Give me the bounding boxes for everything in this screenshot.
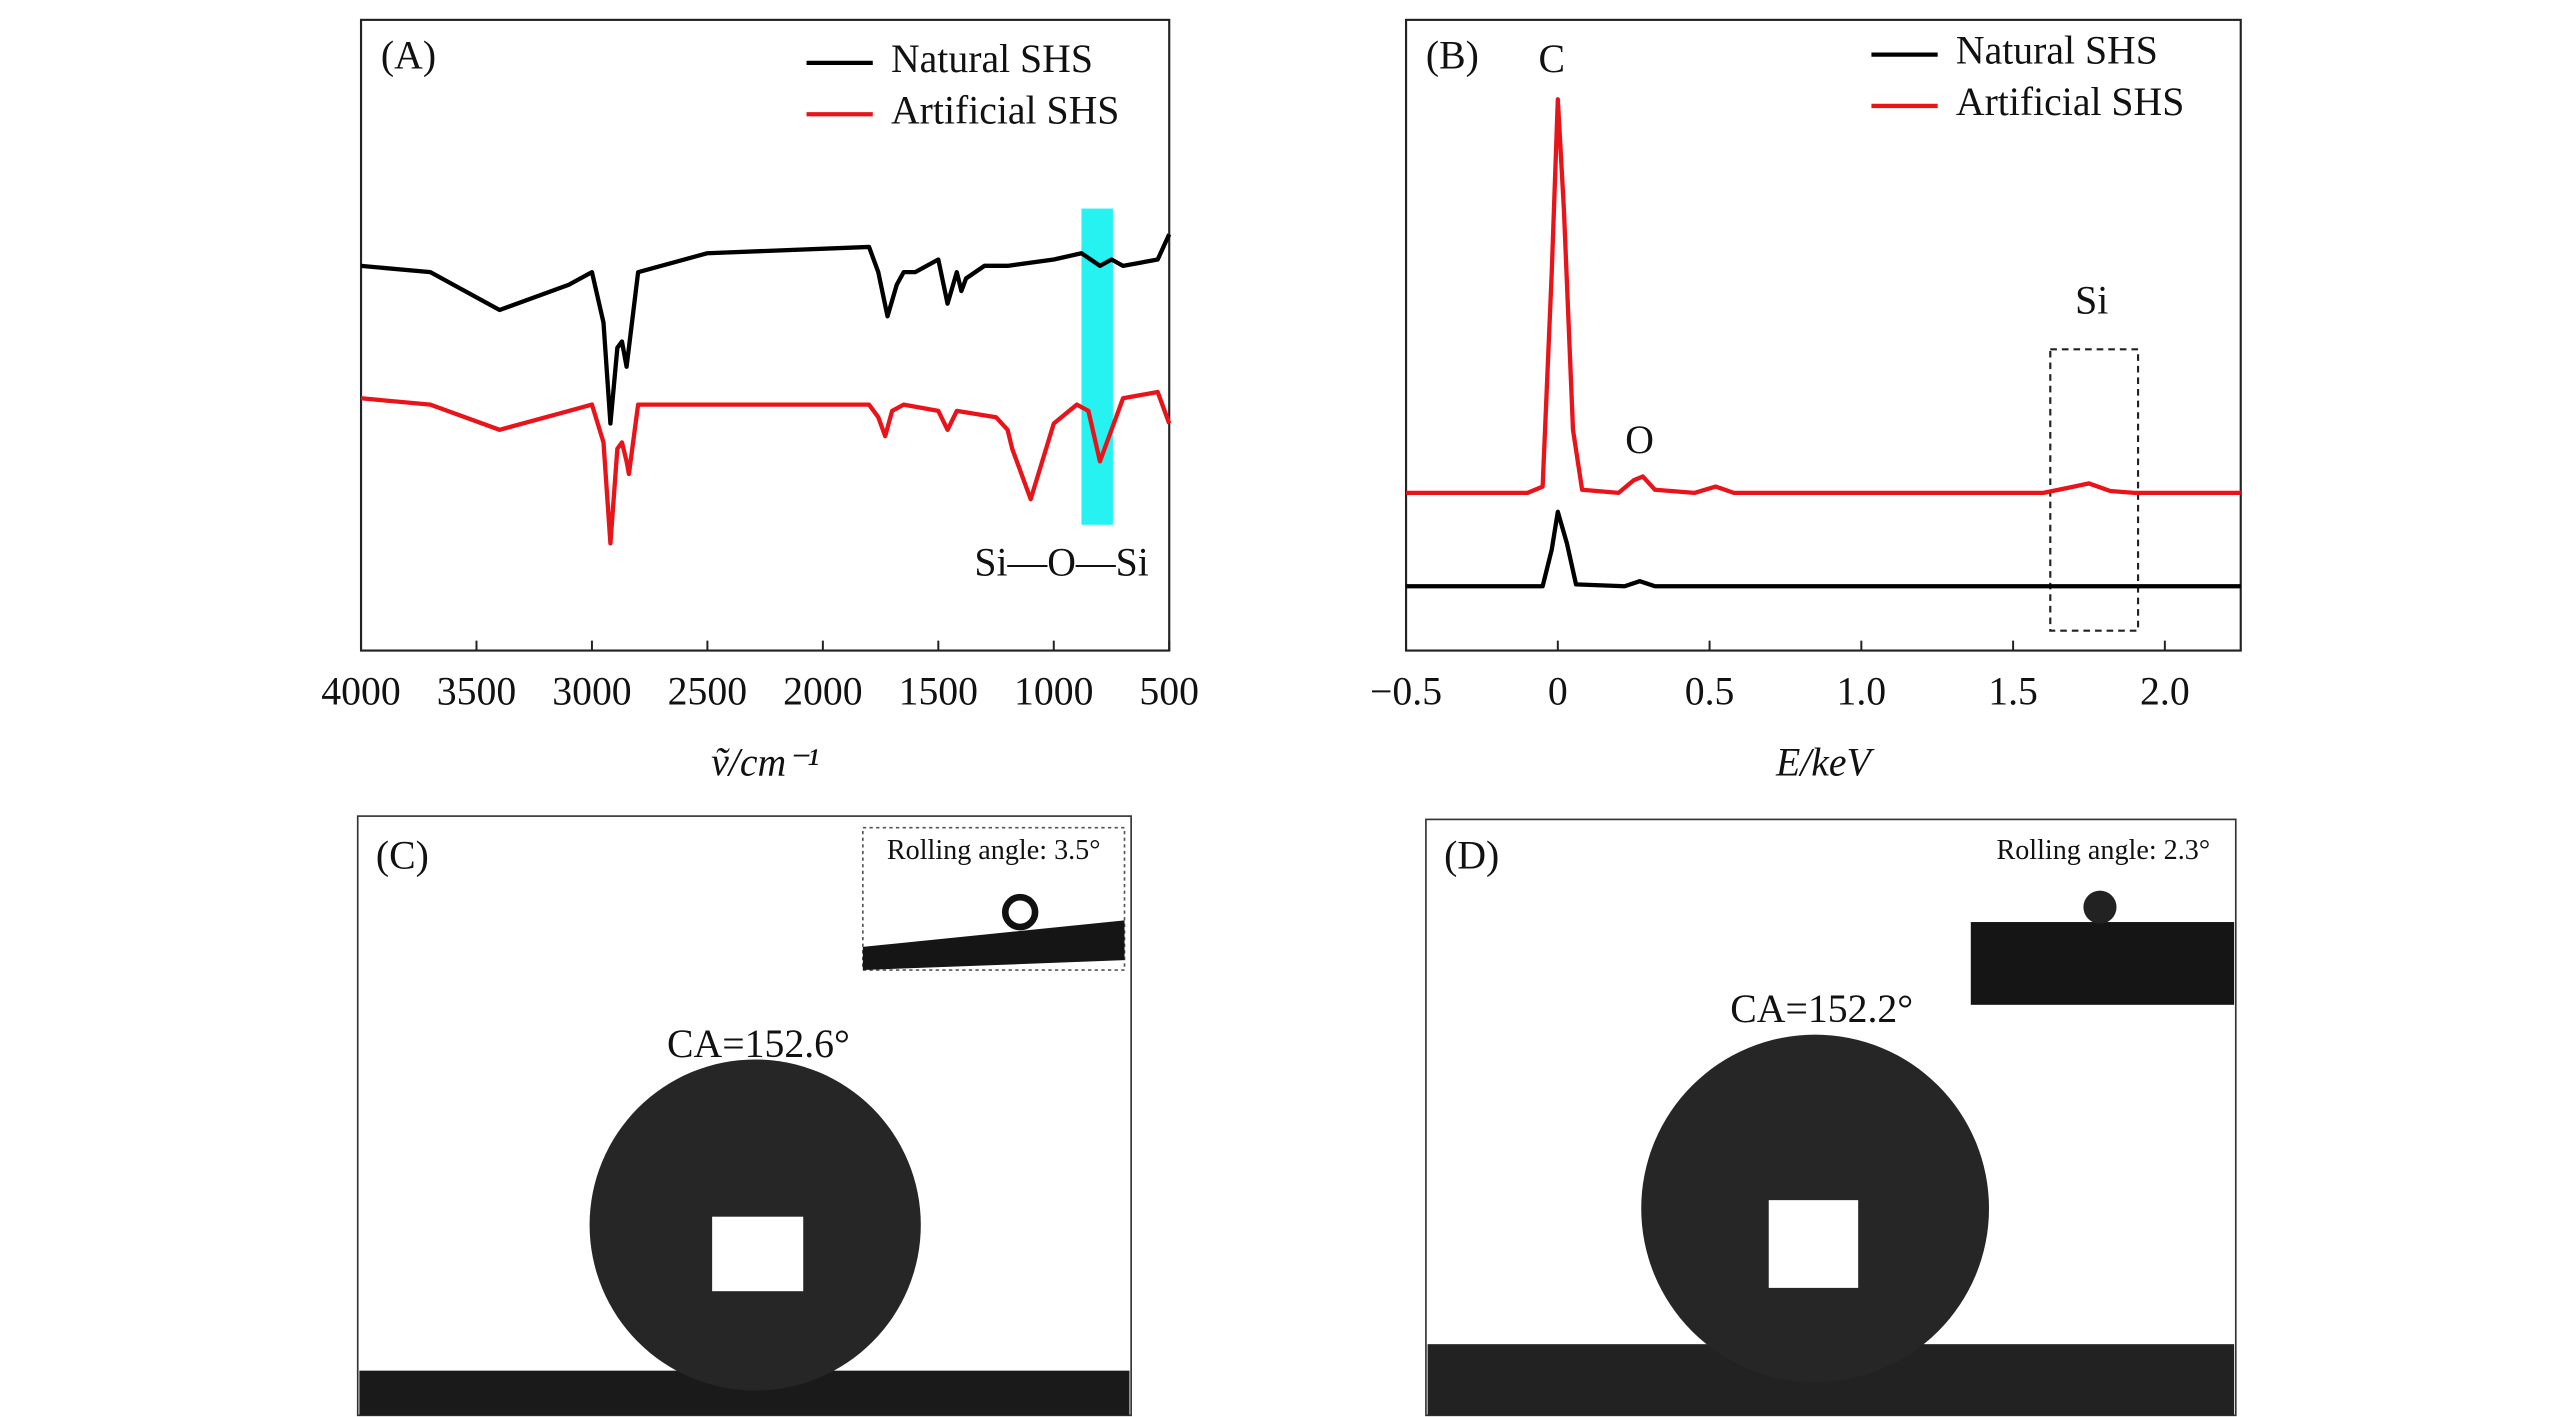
series-line (360, 389, 1172, 546)
inset-text: Rolling angle: 2.3° (1996, 835, 2210, 866)
x-tick-label: −0.5 (1370, 669, 1442, 713)
x-tick-label: 1.0 (1837, 669, 1887, 713)
x-tick-label: 3500 (437, 669, 516, 713)
photo-d: (D) Rolling angle: 2.3° CA=152.2° (1425, 818, 2237, 1417)
reflection (1768, 1200, 1859, 1288)
contact-angle: CA=152.6° (667, 1022, 850, 1066)
legend-label: Natural SHS (1956, 29, 2158, 73)
photo-c: (C) Rolling angle: 3.5° CA=152.6° (356, 815, 1132, 1417)
inset-text: Rolling angle: 3.5° (887, 835, 1101, 866)
x-axis-label: ṽ/cm⁻¹ (711, 741, 819, 785)
x-tick-label: 2500 (668, 669, 747, 713)
plot-frame (1404, 18, 2242, 652)
x-axis-label: E/keV (1775, 741, 1876, 785)
legend-label: Artificial SHS (891, 88, 1119, 132)
x-tick-label: 0 (1548, 669, 1568, 713)
x-tick-label: 3000 (552, 669, 631, 713)
inset-drop (1001, 893, 1039, 931)
annotation: O (1625, 418, 1654, 462)
inset-slope (862, 920, 1125, 971)
legend-label: Artificial SHS (1956, 80, 2184, 124)
x-tick-label: 500 (1139, 669, 1199, 713)
x-tick-label: 0.5 (1685, 669, 1735, 713)
x-tick-label: 1000 (1014, 669, 1093, 713)
x-tick-label: 2.0 (2140, 669, 2190, 713)
annotation: Si—O—Si (974, 540, 1148, 584)
inset-drop (2083, 890, 2117, 924)
x-tick-label: 1500 (899, 669, 978, 713)
plot-frame (359, 18, 1171, 652)
panel-label: (B) (1426, 34, 1479, 78)
legend-label: Natural SHS (891, 37, 1093, 81)
series-line (360, 233, 1172, 426)
panel-label: (D) (1444, 833, 1499, 877)
reflection (712, 1216, 804, 1292)
x-tick-label: 1.5 (1988, 669, 2038, 713)
series-line (1406, 509, 2241, 589)
series-line (1406, 97, 2241, 496)
panel-label: (A) (381, 34, 436, 78)
contact-angle: CA=152.2° (1730, 987, 1913, 1031)
annotation: C (1539, 37, 1566, 81)
inset-surface (1970, 922, 2235, 1005)
panel-label: (C) (376, 833, 429, 877)
x-tick-label: 2000 (783, 669, 862, 713)
annotation: Si (2075, 279, 2108, 323)
x-tick-label: 4000 (321, 669, 400, 713)
